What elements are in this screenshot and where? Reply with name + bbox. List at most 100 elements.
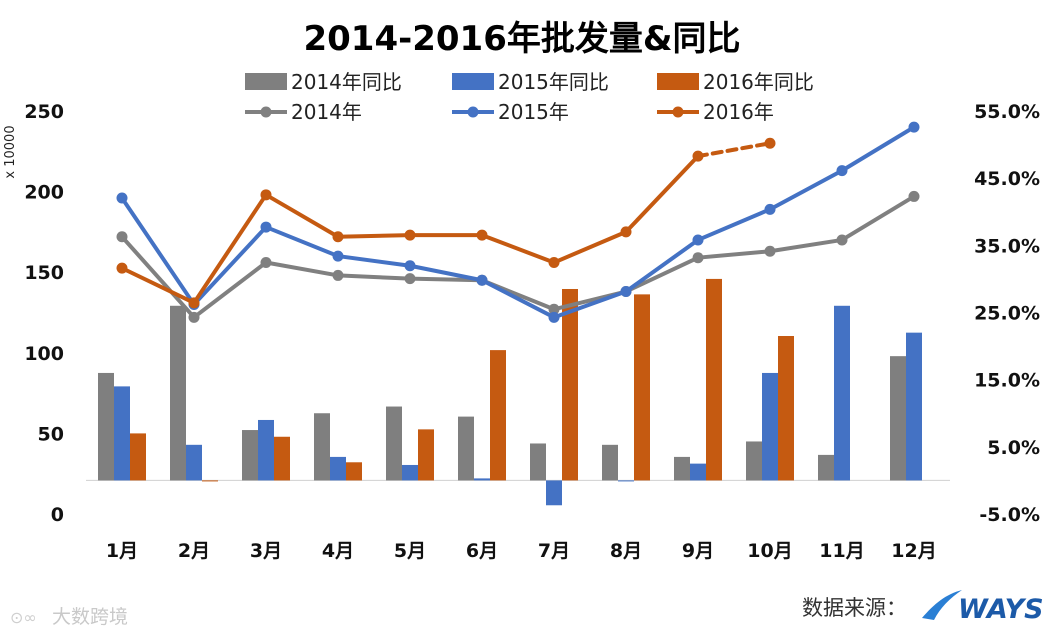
left-axis-tick-label: 0 <box>51 504 64 526</box>
bar <box>602 444 618 481</box>
line-point <box>404 273 416 285</box>
line-segment <box>768 237 844 254</box>
line-segment <box>696 207 772 242</box>
bar <box>562 288 578 481</box>
line-segment <box>120 234 196 320</box>
right-axis-tick-label: 25.0% <box>974 303 1040 325</box>
right-axis: -5.0% 5.0% 15.0% 25.0% 35.0% 45.0% 55.0% <box>974 101 1040 526</box>
line-point <box>188 311 200 323</box>
line-segment <box>120 266 196 305</box>
line-point <box>908 190 920 202</box>
line-point <box>476 229 488 241</box>
x-axis-category-label: 6月 <box>466 540 498 562</box>
legend-marker <box>467 106 479 118</box>
line-segment <box>696 249 772 260</box>
line-point <box>188 297 200 309</box>
left-axis: 0 50 100 150 200 250 <box>24 101 64 526</box>
legend-swatch <box>452 73 494 90</box>
bar <box>114 386 130 481</box>
watermark: ⊙∞ 大数跨境 <box>10 606 128 628</box>
line-point <box>116 231 128 243</box>
x-axis: 1月 2月 3月 4月 5月 6月 7月 8月 9月 10月 11月 12月 <box>86 479 950 562</box>
bar <box>458 416 474 481</box>
legend-marker <box>260 106 272 118</box>
line-point <box>620 226 632 238</box>
bar <box>530 443 546 481</box>
legend: 2014年同比 2015年同比 2016年同比 2014年 2015年 2016年 <box>245 70 814 124</box>
bar <box>242 430 258 481</box>
bar <box>818 454 834 481</box>
line-point <box>836 165 848 177</box>
line-segment <box>264 192 340 239</box>
line-point <box>548 257 560 269</box>
legend-label: 2014年 <box>291 100 362 124</box>
line-segment <box>480 278 556 320</box>
watermark-text: 大数跨境 <box>52 606 128 628</box>
bar <box>546 480 562 506</box>
line-segment <box>192 260 268 320</box>
line-segment <box>696 141 772 159</box>
source: 数据来源： WAYS <box>802 590 1044 625</box>
line-segment <box>408 263 484 283</box>
line-segment <box>336 273 412 281</box>
legend-label: 2015年同比 <box>498 70 609 94</box>
line-segment <box>192 192 268 305</box>
bar <box>634 294 650 481</box>
line-point <box>548 303 560 315</box>
left-axis-tick-label: 100 <box>24 343 64 365</box>
line-segment <box>768 168 844 212</box>
line-point <box>332 231 344 243</box>
legend-marker <box>672 106 684 118</box>
line-point <box>332 250 344 262</box>
bar <box>906 332 922 481</box>
bar <box>186 444 202 481</box>
legend-label: 2016年 <box>703 100 774 124</box>
left-axis-tick-label: 200 <box>24 182 64 204</box>
right-axis-tick-label: 35.0% <box>974 235 1040 257</box>
legend-swatch <box>245 73 287 90</box>
line-point <box>404 229 416 241</box>
line-point <box>836 234 848 246</box>
line-point <box>404 260 416 272</box>
line-point <box>116 262 128 274</box>
line-segment <box>624 154 700 234</box>
line-segment <box>336 233 412 239</box>
legend-swatch <box>657 73 699 90</box>
legend-label: 2015年 <box>498 100 569 124</box>
line-point <box>116 192 128 204</box>
bar <box>274 436 290 481</box>
bar <box>834 305 850 481</box>
x-axis-category-label: 11月 <box>819 540 864 562</box>
bar <box>690 463 706 481</box>
left-axis-tick-label: 150 <box>24 262 64 284</box>
x-axis-category-label: 9月 <box>682 540 714 562</box>
x-axis-category-label: 12月 <box>891 540 936 562</box>
bar <box>778 336 794 481</box>
left-axis-unit-label: x 10000 <box>3 125 18 178</box>
line-point <box>908 121 920 133</box>
line-point <box>764 245 776 257</box>
line-point <box>260 189 272 201</box>
bar <box>402 464 418 481</box>
bar <box>330 456 346 481</box>
line-segment <box>264 225 340 259</box>
line-segment <box>624 237 700 294</box>
bar-series-group <box>98 278 922 506</box>
legend-label: 2014年同比 <box>291 70 402 94</box>
bar <box>170 305 186 481</box>
bar <box>618 480 634 482</box>
x-axis-category-label: 8月 <box>610 540 642 562</box>
bar <box>314 413 330 481</box>
line-point <box>764 203 776 215</box>
line-segment <box>192 225 268 307</box>
ways-logo-swoosh-icon <box>922 590 962 620</box>
right-axis-tick-label: -5.0% <box>979 504 1040 526</box>
line-segment <box>120 196 196 307</box>
bar <box>98 372 114 481</box>
right-axis-tick-label: 55.0% <box>974 101 1040 123</box>
bar <box>386 406 402 481</box>
source-label: 数据来源： <box>802 596 907 620</box>
bar <box>890 356 906 481</box>
left-axis-tick-label: 250 <box>24 101 64 123</box>
